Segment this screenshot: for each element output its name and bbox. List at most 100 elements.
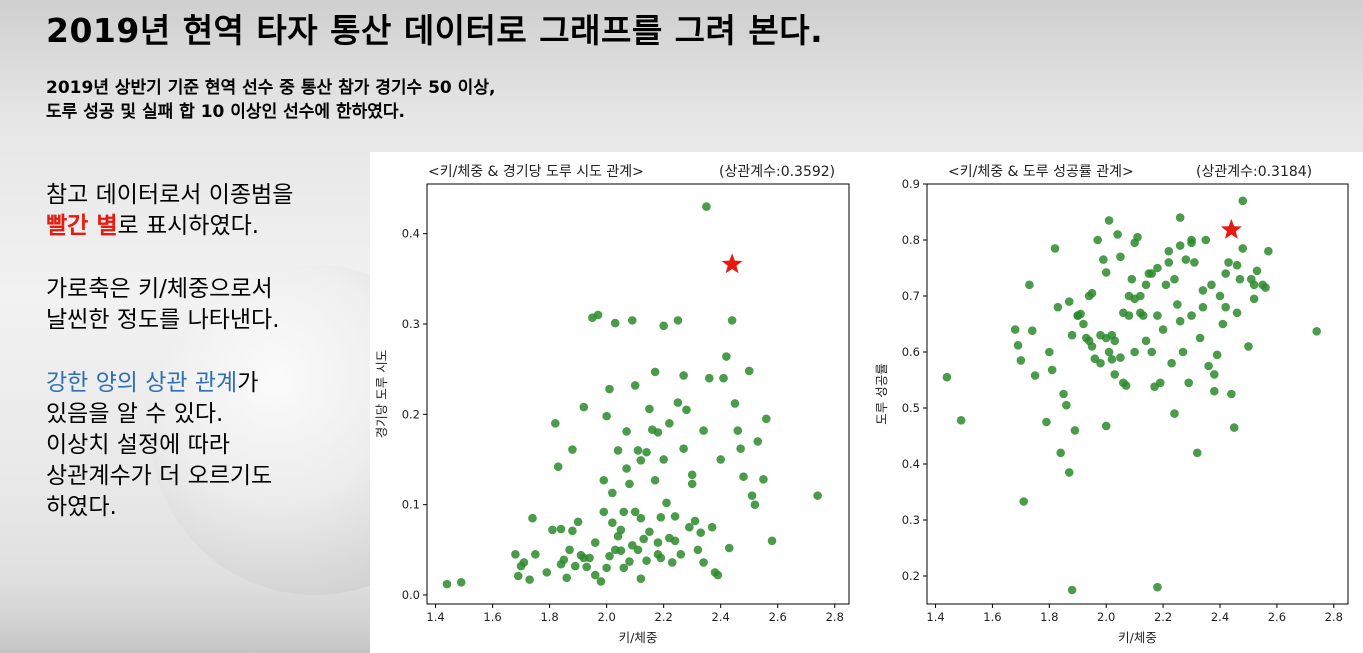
data-point <box>956 416 966 425</box>
data-point <box>750 500 760 509</box>
data-point <box>730 399 740 408</box>
data-point <box>579 553 589 563</box>
data-point <box>685 522 694 532</box>
y-tick-label: 0.9 <box>902 177 920 191</box>
data-point <box>1173 300 1182 309</box>
data-point <box>1073 311 1083 320</box>
data-point <box>1101 421 1111 431</box>
data-point <box>1210 386 1219 396</box>
data-point <box>1027 326 1037 336</box>
data-point <box>1016 356 1026 365</box>
data-point <box>724 543 734 553</box>
data-point <box>590 538 600 547</box>
note-text: 로 표시하였다. <box>117 213 260 239</box>
data-point <box>1164 246 1174 256</box>
data-point <box>1167 358 1176 368</box>
data-point <box>690 516 700 526</box>
data-point <box>602 411 611 421</box>
data-point <box>1062 400 1071 410</box>
data-point <box>1201 235 1211 245</box>
data-point <box>1212 350 1222 360</box>
data-point <box>1221 302 1230 312</box>
note-line: 빨간 별로 표시하였다. <box>46 211 366 242</box>
x-tick-label: 2.2 <box>655 610 673 624</box>
data-point <box>676 550 686 559</box>
reference-star-marker <box>1220 218 1242 239</box>
data-point <box>1107 354 1117 364</box>
data-point <box>519 558 529 567</box>
chart-1: <키/체중 & 경기당 도루 시도 관계> (상관계수:0.3592) 1.4 1.6… <box>374 164 850 645</box>
data-point <box>1147 347 1157 357</box>
data-point <box>679 444 688 453</box>
note-text: 가 <box>237 370 259 396</box>
data-point <box>1070 426 1080 435</box>
data-point <box>1158 325 1168 334</box>
data-point <box>1175 241 1185 250</box>
data-point <box>1238 244 1248 253</box>
data-point <box>1124 311 1134 320</box>
data-point <box>1045 347 1054 357</box>
data-point <box>727 316 737 325</box>
x-tick-label: 1.4 <box>926 610 944 624</box>
data-point <box>616 546 626 556</box>
data-point <box>656 512 666 522</box>
data-point <box>1210 370 1219 379</box>
data-point <box>1116 353 1125 362</box>
ground-background <box>0 583 420 653</box>
chart-2: <키/체중 & 도루 성공률 관계> (상관계수:0.3184) 1.4 1.6 1.8… <box>874 164 1349 645</box>
data-point <box>1019 497 1029 506</box>
correlation-annotation: (상관계수:0.3592) <box>719 164 835 180</box>
x-tick-label: 1.8 <box>1040 610 1058 624</box>
data-point <box>1155 378 1165 388</box>
data-point <box>1244 342 1253 351</box>
data-point <box>1175 213 1185 222</box>
data-point <box>1198 286 1208 295</box>
note-line: 가로축은 키/체중으로서 <box>46 276 273 302</box>
data-point <box>1107 330 1117 340</box>
data-point <box>1013 340 1023 350</box>
data-point <box>653 428 663 437</box>
data-point <box>1232 308 1242 318</box>
x-tick-label: 2.0 <box>597 610 615 624</box>
data-point <box>573 517 583 527</box>
red-star-highlight: 빨간 별 <box>46 213 118 239</box>
y-axis-label: 경기당 도루 시도 <box>374 350 389 438</box>
data-point <box>1133 232 1142 242</box>
data-point <box>1224 258 1233 267</box>
data-point <box>650 475 660 485</box>
subtitle-line-1: 2019년 상반기 기준 현역 선수 중 통산 참가 경기수 50 이상, <box>46 78 496 98</box>
y-tick-label: 0.4 <box>402 227 420 241</box>
scatter-charts: <키/체중 & 경기당 도루 시도 관계> (상관계수:0.3592) 1.4 1.6… <box>374 164 1349 645</box>
data-point <box>1025 280 1034 290</box>
data-point <box>619 563 629 573</box>
data-point <box>1067 585 1077 595</box>
data-point <box>1235 274 1245 284</box>
data-point <box>1195 333 1205 343</box>
x-tick-label: 2.8 <box>826 610 844 624</box>
y-tick-label: 0.3 <box>902 513 920 527</box>
data-point <box>665 419 674 428</box>
data-point <box>1050 244 1060 253</box>
x-tick-label: 1.6 <box>983 610 1001 624</box>
x-tick-label: 2.4 <box>1211 610 1229 624</box>
data-point <box>1232 260 1242 270</box>
data-point <box>736 444 745 453</box>
data-point <box>622 464 631 473</box>
x-tick-label: 1.6 <box>483 610 501 624</box>
note-line: 하였다. <box>46 494 117 520</box>
data-point <box>570 561 580 571</box>
data-point <box>1181 255 1191 264</box>
x-axis-label: 키/체중 <box>619 630 658 645</box>
charts-panel: <키/체중 & 경기당 도루 시도 관계> (상관계수:0.3592) 1.4 1.6… <box>370 152 1363 653</box>
data-point <box>579 402 589 412</box>
data-point <box>1238 196 1248 206</box>
data-point <box>759 475 768 484</box>
data-point <box>762 414 771 424</box>
data-point <box>1136 308 1145 318</box>
data-point <box>1010 325 1020 334</box>
data-point <box>553 462 563 472</box>
data-point <box>568 526 577 536</box>
data-point <box>1227 389 1236 399</box>
data-point <box>542 568 552 577</box>
data-point <box>1056 448 1065 458</box>
